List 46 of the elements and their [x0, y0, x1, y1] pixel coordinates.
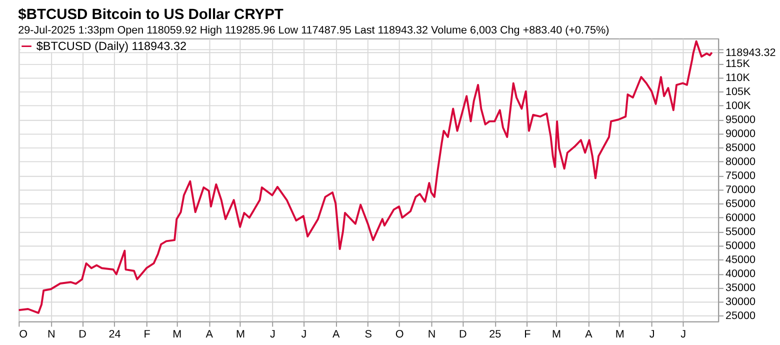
y-tick-label: 75000 — [725, 170, 756, 182]
y-tick-label: 115K — [725, 58, 751, 70]
y-tick-label: 80000 — [725, 156, 756, 168]
x-tick-label: M — [552, 328, 561, 341]
y-tick-label: 95000 — [725, 114, 756, 126]
y-tick-label: 45000 — [725, 254, 756, 266]
x-tick-label: M — [172, 328, 182, 341]
y-tick-label: 70000 — [725, 184, 756, 196]
x-tick-label: O — [395, 328, 404, 341]
chart-subtitle: 29-Jul-2025 1:33pm Open 118059.92 High 119285.96 Low 117487.95 Last 118943.32 Volume 6,003 Chg +883.40 (+0.75%) — [18, 24, 610, 36]
y-tick-label: 105K — [725, 86, 752, 98]
y-tick-label: 50000 — [725, 240, 756, 252]
x-tick-label: A — [332, 328, 341, 341]
x-tick-label: M — [615, 328, 624, 341]
x-tick-label: 24 — [108, 328, 121, 341]
x-tick-label: F — [524, 328, 532, 341]
x-tick-label: 25 — [489, 328, 502, 341]
x-tick-label: F — [144, 328, 151, 341]
y-tick-label: 40000 — [725, 268, 756, 280]
y-tick-label: 118943.32 — [725, 47, 776, 59]
x-tick-label: D — [78, 328, 87, 341]
x-tick-label: A — [206, 328, 214, 341]
y-tick-label: 65000 — [725, 198, 756, 210]
y-tick-label: 85000 — [725, 142, 756, 154]
y-tick-label: 30000 — [725, 296, 756, 308]
y-tick-label: 55000 — [725, 226, 756, 238]
x-tick-label: J — [649, 328, 655, 341]
y-tick-label: 60000 — [725, 212, 756, 224]
y-tick-label: 100K — [725, 100, 752, 112]
x-tick-label: M — [236, 328, 246, 341]
x-tick-label: J — [270, 328, 276, 341]
y-tick-label: 35000 — [725, 282, 756, 294]
y-tick-label: 25000 — [725, 310, 756, 322]
y-tick-label: 110K — [725, 72, 751, 84]
x-tick-label: O — [19, 328, 28, 341]
x-tick-label: N — [47, 328, 56, 341]
chart-title: $BTCUSD Bitcoin to US Dollar CRYPT — [18, 6, 284, 23]
x-tick-label: J — [680, 328, 686, 341]
x-tick-label: J — [301, 328, 307, 341]
x-tick-label: S — [364, 328, 372, 341]
line-series — [18, 40, 713, 314]
x-tick-label: N — [428, 328, 436, 341]
legend-label: $BTCUSD (Daily) 118943.32 — [36, 40, 187, 54]
y-tick-label: 90000 — [725, 128, 756, 140]
x-tick-label: A — [585, 328, 594, 341]
x-tick-label: D — [459, 328, 468, 341]
